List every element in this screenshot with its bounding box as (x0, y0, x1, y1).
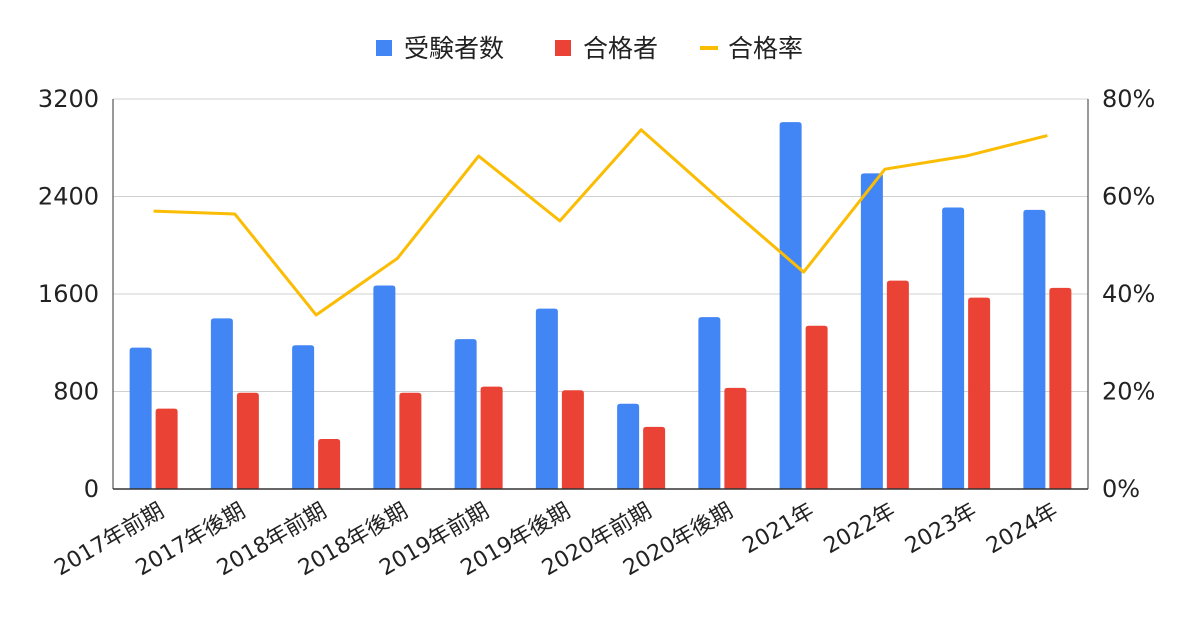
legend-label: 合格者 (583, 34, 658, 63)
category-axis-labels: 2017年前期2017年後期2018年前期2018年後期2019年前期2019年… (50, 499, 1062, 582)
legend-swatch (700, 46, 718, 50)
category-label: 2023年 (901, 499, 981, 560)
bar-examinees (535, 308, 558, 489)
bar-examinees (210, 318, 233, 489)
legend-label: 合格率 (728, 34, 803, 63)
pass-rate-line (153, 128, 1048, 317)
bar-passers (968, 297, 991, 489)
bar-examinees (1023, 209, 1046, 489)
bar-examinees (373, 285, 396, 489)
right-axis-tick-label: 40% (1102, 280, 1155, 308)
bar-passers (886, 280, 909, 489)
legend-swatch (376, 40, 392, 56)
bar-passers (1049, 287, 1072, 489)
right-axis-tick-labels: 0% 20% 40% 60% 80% (1102, 85, 1155, 503)
right-axis-tick-label: 80% (1102, 85, 1155, 113)
left-axis-tick-label: 1600 (38, 280, 99, 308)
bar-passers (318, 439, 341, 489)
bar-passers (724, 387, 747, 489)
bar-passers (155, 408, 178, 489)
category-label: 2022年 (820, 499, 900, 560)
bar-examinees (292, 345, 315, 489)
bar-examinees (617, 403, 640, 489)
line-series (153, 128, 1048, 317)
bar-passers (399, 392, 422, 489)
left-axis-tick-labels: 0 800 1600 2400 3200 (38, 85, 99, 503)
bar-passers (480, 386, 503, 489)
left-axis-tick-label: 2400 (38, 183, 99, 211)
bar-examinees (942, 207, 965, 489)
left-axis-tick-label: 800 (53, 378, 99, 406)
left-axis-tick-label: 3200 (38, 85, 99, 113)
bar-series (129, 122, 1072, 489)
right-axis-tick-label: 0% (1102, 475, 1140, 503)
bar-passers (643, 426, 666, 489)
bar-passers (561, 390, 584, 489)
bar-passers (805, 325, 828, 489)
gridlines (113, 98, 1088, 392)
right-axis-tick-label: 20% (1102, 378, 1155, 406)
legend: 受験者数 合格者 合格率 (376, 34, 803, 63)
bar-examinees (454, 339, 477, 489)
bar-examinees (698, 317, 721, 489)
axes (112, 99, 1089, 490)
bar-examinees (129, 347, 152, 489)
left-axis-tick-label: 0 (84, 475, 99, 503)
right-axis-tick-label: 60% (1102, 183, 1155, 211)
category-label: 2021年 (739, 499, 819, 560)
legend-label: 受験者数 (404, 34, 504, 63)
category-label: 2024年 (982, 499, 1062, 560)
bar-passers (236, 392, 259, 489)
legend-swatch (555, 40, 571, 56)
bar-examinees (779, 122, 802, 489)
bar-examinees (860, 173, 883, 489)
